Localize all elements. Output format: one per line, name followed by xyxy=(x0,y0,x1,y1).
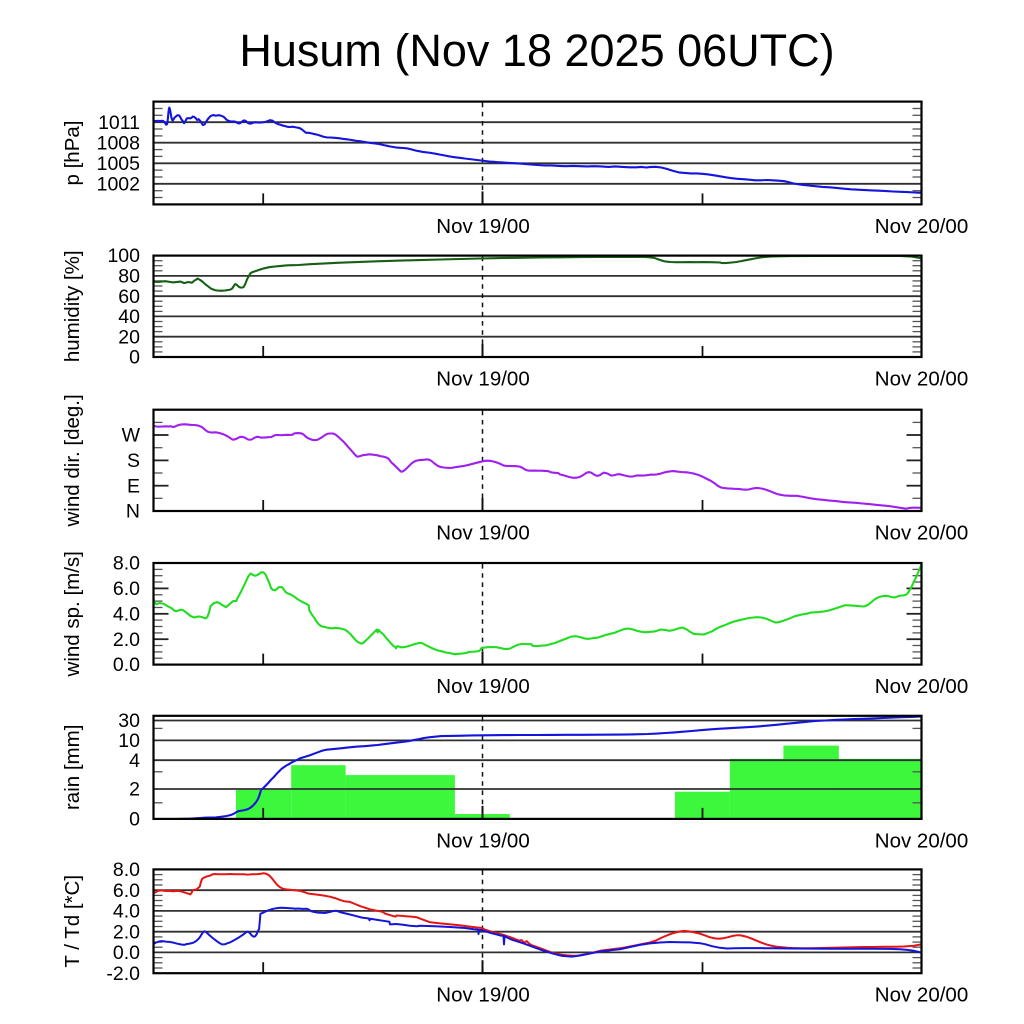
svg-text:N: N xyxy=(126,501,140,523)
svg-text:wind dir. [deg.]: wind dir. [deg.] xyxy=(61,394,84,527)
svg-text:Nov 20/00: Nov 20/00 xyxy=(875,522,968,545)
svg-text:0: 0 xyxy=(129,809,140,831)
svg-text:1008: 1008 xyxy=(97,132,140,154)
svg-text:1005: 1005 xyxy=(97,153,141,175)
svg-text:-2.0: -2.0 xyxy=(106,963,140,985)
svg-text:Nov 19/00: Nov 19/00 xyxy=(436,522,529,545)
svg-text:4.0: 4.0 xyxy=(113,901,140,923)
svg-text:0.0: 0.0 xyxy=(113,942,140,964)
svg-text:Husum (Nov 18 2025 06UTC): Husum (Nov 18 2025 06UTC) xyxy=(239,25,834,76)
svg-text:8.0: 8.0 xyxy=(113,859,140,881)
svg-text:8.0: 8.0 xyxy=(113,553,140,575)
svg-text:E: E xyxy=(127,475,140,497)
svg-text:Nov 20/00: Nov 20/00 xyxy=(875,984,968,1007)
svg-text:60: 60 xyxy=(118,286,140,308)
svg-text:6.0: 6.0 xyxy=(113,880,140,902)
svg-text:Nov 20/00: Nov 20/00 xyxy=(875,829,968,852)
svg-text:2.0: 2.0 xyxy=(113,921,140,943)
svg-text:W: W xyxy=(122,425,141,447)
svg-text:Nov 19/00: Nov 19/00 xyxy=(436,675,529,698)
svg-text:p [hPa]: p [hPa] xyxy=(61,121,84,186)
svg-text:30: 30 xyxy=(118,710,140,732)
svg-text:S: S xyxy=(127,450,140,472)
svg-text:rain [mm]: rain [mm] xyxy=(61,725,84,810)
svg-text:20: 20 xyxy=(118,326,140,348)
svg-text:Nov 20/00: Nov 20/00 xyxy=(875,368,968,391)
svg-text:Nov 19/00: Nov 19/00 xyxy=(436,829,529,852)
svg-text:Nov 19/00: Nov 19/00 xyxy=(436,215,529,238)
svg-text:Nov 20/00: Nov 20/00 xyxy=(875,675,968,698)
svg-text:T / Td [*C]: T / Td [*C] xyxy=(61,875,84,968)
svg-text:0.0: 0.0 xyxy=(113,654,140,676)
svg-text:wind sp. [m/s]: wind sp. [m/s] xyxy=(61,551,84,677)
svg-text:4: 4 xyxy=(129,750,140,772)
svg-text:4.0: 4.0 xyxy=(113,603,140,625)
svg-text:Nov 19/00: Nov 19/00 xyxy=(436,368,529,391)
svg-text:humidity [%]: humidity [%] xyxy=(61,250,84,362)
svg-text:2: 2 xyxy=(129,779,140,801)
svg-text:1011: 1011 xyxy=(98,112,140,134)
svg-text:80: 80 xyxy=(118,266,140,288)
svg-text:Nov 20/00: Nov 20/00 xyxy=(875,215,968,238)
svg-text:2.0: 2.0 xyxy=(113,629,140,651)
svg-text:6.0: 6.0 xyxy=(113,578,140,600)
svg-text:0: 0 xyxy=(129,347,140,369)
svg-text:40: 40 xyxy=(118,306,140,328)
svg-text:100: 100 xyxy=(107,245,140,267)
svg-text:1002: 1002 xyxy=(97,173,140,195)
svg-text:10: 10 xyxy=(118,730,140,752)
svg-text:Nov 19/00: Nov 19/00 xyxy=(436,984,529,1007)
